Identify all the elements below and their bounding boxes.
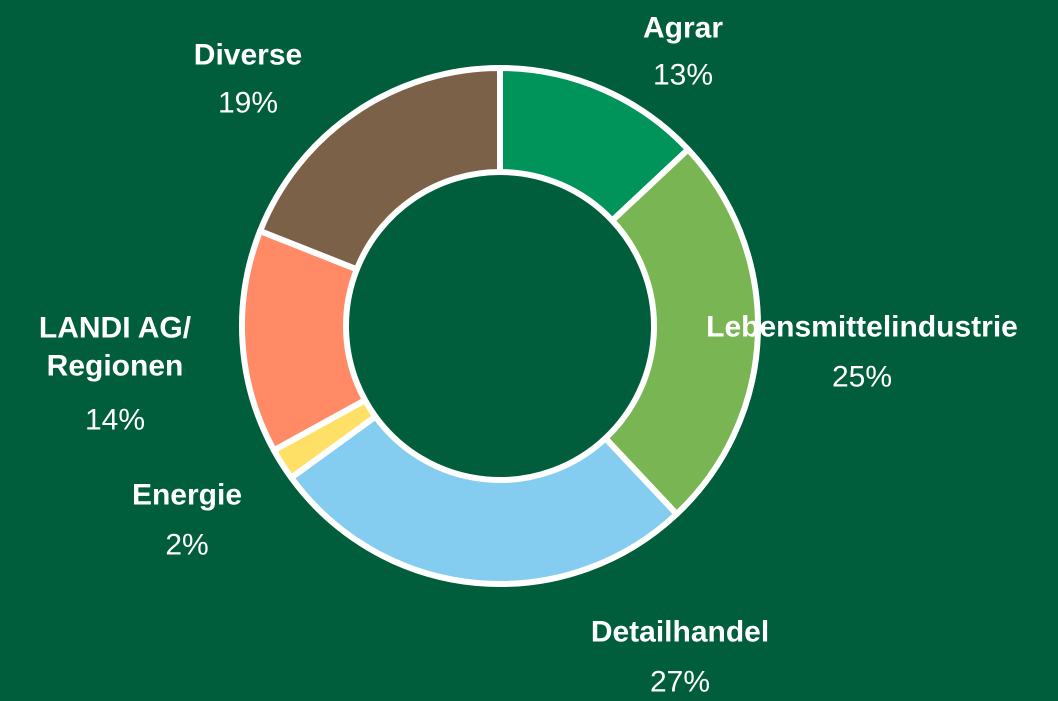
category-label: LANDI AG/ Regionen <box>38 311 192 383</box>
value-label: 13% <box>652 58 714 92</box>
category-label: Detailhandel <box>590 615 770 649</box>
donut-segment <box>257 65 503 273</box>
value-label: 2% <box>165 528 209 562</box>
value-label: 14% <box>84 403 146 437</box>
donut-segment <box>288 413 680 587</box>
category-label: Diverse <box>193 38 303 72</box>
category-label: Agrar <box>642 11 724 45</box>
category-label: Lebensmittelindustrie <box>706 310 1018 344</box>
value-label: 25% <box>831 360 893 394</box>
value-label: 19% <box>217 86 279 120</box>
value-label: 27% <box>649 665 711 699</box>
donut-segment <box>602 146 761 518</box>
category-label: Energie <box>131 478 243 512</box>
